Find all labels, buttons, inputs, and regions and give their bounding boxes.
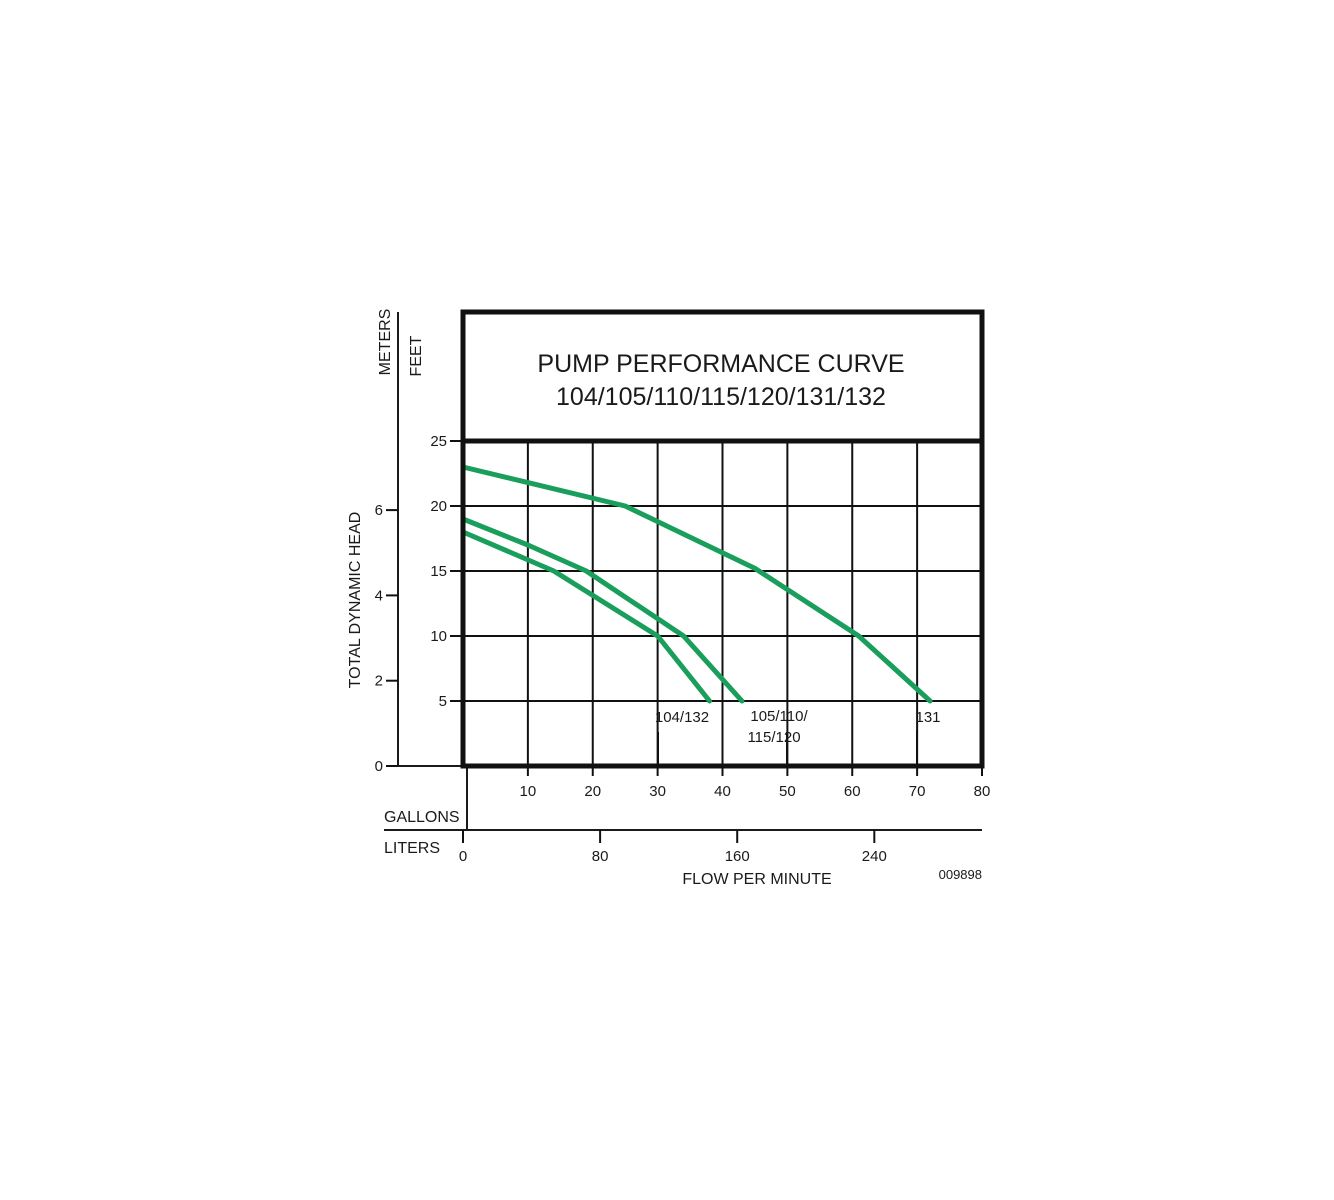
- liter-tick-label: 80: [592, 848, 609, 865]
- series-label-line: 115/120: [747, 729, 800, 746]
- figure-code: 009898: [939, 867, 982, 882]
- series-label: 105/110/115/120: [747, 708, 808, 746]
- liters-label: LITERS: [384, 840, 440, 857]
- gallon-tick-label: 60: [844, 783, 861, 800]
- gallon-tick-label: 40: [714, 783, 731, 800]
- grid-lines: [463, 440, 982, 766]
- liter-tick-label: 0: [459, 848, 467, 865]
- liter-tick-label: 160: [725, 848, 750, 865]
- feet-tick-label: 15: [430, 563, 447, 580]
- series-label: 131: [915, 709, 940, 726]
- feet-tick-label: 10: [430, 628, 447, 645]
- meter-tick-label: 2: [375, 673, 383, 690]
- x-axis-title: FLOW PER MINUTE: [682, 871, 831, 888]
- gallon-tick-label: 70: [909, 783, 926, 800]
- gallons-label: GALLONS: [384, 809, 460, 826]
- meters-unit-label: METERS: [377, 309, 394, 376]
- series-label: 104/132: [655, 709, 709, 726]
- plot-frame: [460, 438, 985, 769]
- meter-tick-label: 6: [375, 502, 383, 519]
- feet-tick-label: 25: [430, 433, 447, 450]
- liter-tick-label: 240: [862, 848, 887, 865]
- curve-104-132: [460, 529, 713, 704]
- gallon-tick-label: 10: [520, 783, 537, 800]
- gallon-tick-label: 50: [779, 783, 796, 800]
- chart-subtitle: 104/105/110/115/120/131/132: [556, 383, 886, 411]
- gallon-tick-label: 20: [584, 783, 601, 800]
- feet-tick-label: 20: [430, 498, 447, 515]
- meter-tick-label: 4: [375, 587, 383, 604]
- curve-131: [460, 464, 933, 704]
- series-label-line: 105/110/: [750, 708, 808, 725]
- gallon-tick-label: 80: [974, 783, 991, 800]
- y-axis-title: TOTAL DYNAMIC HEAD: [347, 512, 364, 689]
- curve-105-110-115-120: [460, 516, 745, 704]
- feet-tick-label: 5: [439, 693, 447, 710]
- feet-unit-label: FEET: [408, 335, 425, 376]
- gallon-tick-label: 30: [649, 783, 666, 800]
- meter-tick-label: 0: [375, 758, 383, 775]
- performance-curves: [460, 464, 933, 704]
- chart-title: PUMP PERFORMANCE CURVE: [537, 350, 904, 378]
